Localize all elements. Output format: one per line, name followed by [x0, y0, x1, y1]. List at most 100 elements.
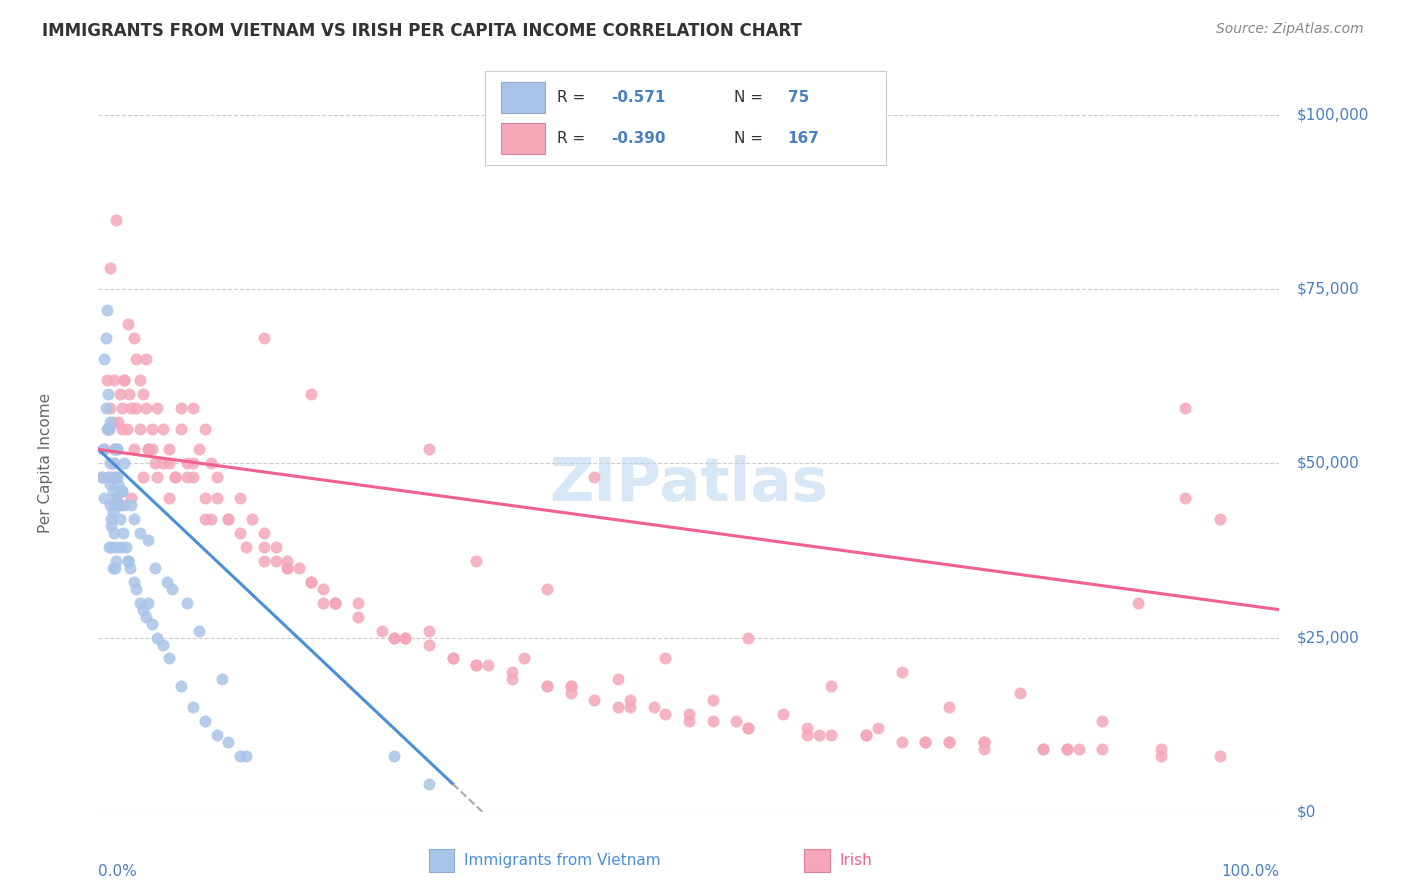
- Point: [176, 596, 198, 610]
- Point: [103, 457, 125, 471]
- Text: 75: 75: [787, 89, 808, 104]
- Point: [136, 442, 159, 457]
- Point: [583, 470, 606, 484]
- Point: [702, 693, 724, 707]
- Point: [105, 554, 128, 568]
- Point: [382, 749, 405, 764]
- Point: [536, 679, 558, 693]
- Point: [181, 401, 204, 415]
- Point: [914, 735, 936, 749]
- Point: [112, 373, 135, 387]
- Point: [112, 373, 135, 387]
- Point: [135, 609, 157, 624]
- Point: [135, 401, 157, 415]
- Point: [107, 498, 129, 512]
- Point: [382, 631, 405, 645]
- Point: [98, 457, 121, 471]
- Point: [194, 512, 217, 526]
- Point: [96, 421, 118, 435]
- Text: 167: 167: [787, 131, 820, 145]
- Point: [96, 373, 118, 387]
- Point: [105, 491, 128, 506]
- Point: [181, 470, 204, 484]
- Point: [120, 561, 142, 575]
- Point: [132, 386, 155, 401]
- Point: [229, 491, 252, 506]
- Point: [141, 616, 163, 631]
- Point: [205, 491, 228, 506]
- Point: [654, 651, 676, 665]
- Point: [323, 596, 346, 610]
- Point: [347, 596, 370, 610]
- Point: [112, 457, 135, 471]
- Point: [128, 373, 150, 387]
- Point: [115, 421, 138, 435]
- Point: [122, 442, 145, 457]
- Point: [187, 624, 209, 638]
- FancyBboxPatch shape: [501, 82, 546, 112]
- Point: [194, 421, 217, 435]
- Point: [643, 700, 665, 714]
- Point: [112, 526, 135, 541]
- Point: [98, 421, 121, 435]
- Point: [122, 512, 145, 526]
- Text: N =: N =: [734, 89, 768, 104]
- Point: [108, 512, 131, 526]
- Point: [418, 638, 440, 652]
- Point: [128, 596, 150, 610]
- Point: [217, 735, 239, 749]
- Point: [118, 386, 141, 401]
- Point: [96, 303, 118, 318]
- Point: [100, 470, 122, 484]
- Point: [105, 540, 128, 554]
- Text: R =: R =: [557, 131, 591, 145]
- Point: [1150, 742, 1173, 756]
- FancyBboxPatch shape: [501, 123, 546, 153]
- Point: [560, 679, 582, 693]
- Point: [796, 728, 818, 742]
- Point: [94, 331, 117, 345]
- Text: 0.0%: 0.0%: [98, 864, 138, 879]
- Point: [146, 401, 169, 415]
- Point: [98, 261, 121, 276]
- Point: [98, 401, 121, 415]
- Point: [104, 561, 127, 575]
- Point: [105, 442, 128, 457]
- Point: [103, 373, 125, 387]
- Point: [121, 401, 143, 415]
- Point: [125, 351, 148, 366]
- Point: [121, 498, 143, 512]
- Point: [235, 749, 257, 764]
- Point: [264, 554, 287, 568]
- Point: [1056, 742, 1078, 756]
- Point: [465, 554, 488, 568]
- Text: ZIPatlas: ZIPatlas: [550, 455, 828, 514]
- Point: [607, 673, 630, 687]
- Point: [1209, 749, 1232, 764]
- Point: [477, 658, 499, 673]
- Point: [136, 533, 159, 547]
- Point: [105, 442, 128, 457]
- Point: [253, 526, 276, 541]
- Point: [312, 596, 335, 610]
- Point: [152, 457, 174, 471]
- Point: [347, 609, 370, 624]
- Point: [890, 665, 912, 680]
- Text: $100,000: $100,000: [1298, 108, 1369, 122]
- Point: [253, 540, 276, 554]
- Point: [1067, 742, 1090, 756]
- Point: [157, 491, 180, 506]
- Point: [98, 498, 121, 512]
- Point: [737, 631, 759, 645]
- Point: [725, 714, 748, 728]
- Point: [101, 505, 124, 519]
- Point: [276, 561, 298, 575]
- Point: [91, 470, 114, 484]
- Point: [146, 470, 169, 484]
- Point: [807, 728, 830, 742]
- Point: [97, 421, 120, 435]
- Point: [103, 526, 125, 541]
- Point: [441, 651, 464, 665]
- Point: [264, 540, 287, 554]
- Point: [165, 470, 187, 484]
